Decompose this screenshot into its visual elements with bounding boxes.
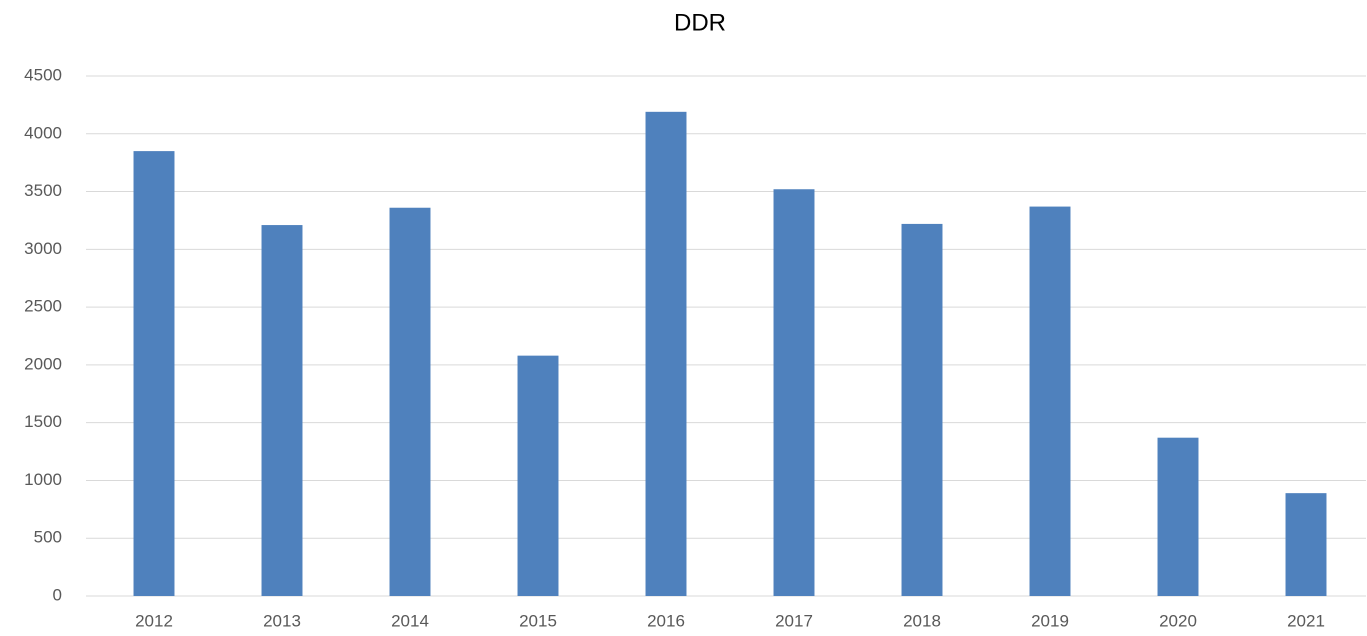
x-tick-label: 2018: [903, 611, 941, 630]
y-tick-label: 1500: [24, 412, 62, 431]
y-tick-label: 1000: [24, 470, 62, 489]
x-tick-label: 2015: [519, 611, 557, 630]
x-tick-label: 2020: [1159, 611, 1197, 630]
x-tick-label: 2012: [135, 611, 173, 630]
x-tick-label: 2014: [391, 611, 429, 630]
bar: [773, 189, 815, 596]
x-tick-label: 2017: [775, 611, 813, 630]
bar: [901, 223, 943, 596]
y-tick-label: 4500: [24, 65, 62, 84]
y-tick-label: 4000: [24, 123, 62, 142]
bar: [1285, 493, 1327, 596]
bar: [133, 151, 175, 596]
y-tick-label: 2000: [24, 354, 62, 373]
bar: [517, 355, 559, 596]
x-tick-label: 2016: [647, 611, 685, 630]
bar: [261, 225, 303, 597]
y-tick-label: 3000: [24, 239, 62, 258]
bar: [389, 207, 431, 596]
y-tick-label: 3500: [24, 181, 62, 200]
bar: [645, 111, 687, 597]
x-tick-label: 2021: [1287, 611, 1325, 630]
y-tick-label: 500: [34, 528, 62, 547]
x-tick-label: 2019: [1031, 611, 1069, 630]
bar: [1029, 206, 1071, 597]
chart-title: DDR: [674, 9, 726, 36]
y-tick-label: 0: [53, 585, 62, 604]
bar: [1157, 437, 1199, 596]
y-tick-label: 2500: [24, 297, 62, 316]
x-tick-label: 2013: [263, 611, 301, 630]
